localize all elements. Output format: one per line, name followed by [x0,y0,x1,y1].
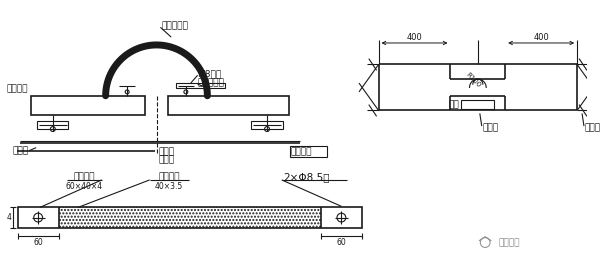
Text: 4: 4 [7,213,12,222]
Text: 火泥熔接: 火泥熔接 [290,147,312,156]
Text: 40×3.5: 40×3.5 [155,182,184,191]
Bar [59,207,321,228]
Text: 60: 60 [337,238,346,247]
Text: 400: 400 [407,33,422,42]
Text: 400: 400 [533,33,549,42]
Text: 避雷带: 避雷带 [585,124,600,133]
Text: 2×Φ8.5孔: 2×Φ8.5孔 [284,172,330,182]
Text: 电工之家: 电工之家 [499,238,520,247]
Text: 伸缩缝: 伸缩缝 [158,147,175,156]
Bar [37,121,68,129]
Text: 铜编织带: 铜编织带 [158,173,180,181]
Text: 沉降缝: 沉降缝 [158,155,175,164]
Bar [251,121,283,129]
Bar [461,100,494,109]
Text: 60×40×4: 60×40×4 [65,182,103,191]
Text: 铜质连接带: 铜质连接带 [161,21,188,30]
Bar [17,207,362,228]
Bar [290,146,327,158]
Text: 混凝土板: 混凝土板 [7,84,28,93]
Text: 60: 60 [33,238,43,247]
Text: R100: R100 [465,72,482,89]
Text: 支架: 支架 [449,100,460,109]
Text: 挂锡铜板: 挂锡铜板 [73,173,95,181]
Bar [31,96,145,115]
Text: 接地端子板: 接地端子板 [197,79,224,88]
Text: 避雷带: 避雷带 [12,146,28,155]
Text: 伸缩缝: 伸缩缝 [483,124,499,133]
Bar [176,83,225,88]
Text: M8螺栓: M8螺栓 [197,70,222,79]
Bar [168,96,289,115]
